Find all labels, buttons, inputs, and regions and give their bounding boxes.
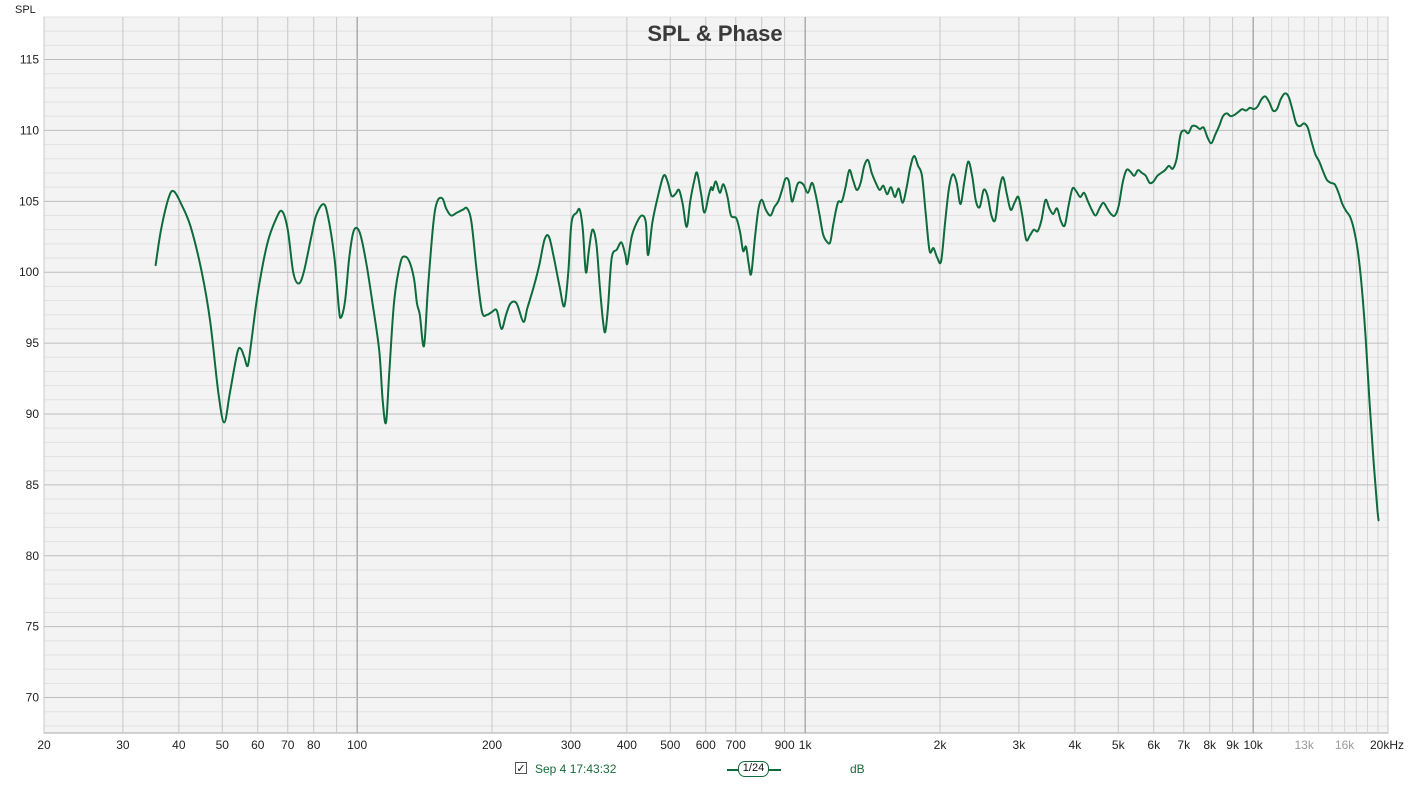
x-tick-label: 40 xyxy=(172,738,186,752)
x-tick-label: 80 xyxy=(307,738,321,752)
y-tick-label: 100 xyxy=(19,265,39,279)
x-tick-label: 13k xyxy=(1295,738,1315,752)
grid-lines xyxy=(43,16,1389,733)
x-tick-label: 700 xyxy=(726,738,746,752)
x-tick-label: 70 xyxy=(281,738,295,752)
y-tick-label: 85 xyxy=(26,478,40,492)
y-tick-label: 115 xyxy=(20,53,39,67)
spl-curve-group xyxy=(154,92,1380,522)
unit-label: dB xyxy=(850,762,865,776)
x-tick-label: 8k xyxy=(1203,738,1217,752)
x-tick-label: 200 xyxy=(482,738,502,752)
smoothing-label: 1/24 xyxy=(738,761,769,777)
legend-bar: ✓ Sep 4 17:43:32 1/24 dB xyxy=(0,760,1409,782)
spl-series-line xyxy=(154,92,1380,522)
y-tick-label: 80 xyxy=(26,549,40,563)
measurement-name[interactable]: Sep 4 17:43:32 xyxy=(535,762,617,776)
y-tick-label: 70 xyxy=(26,691,40,705)
x-tick-label: 7k xyxy=(1177,738,1191,752)
spl-chart: 20 30 40 50 60 70 80 100 200 300 400 500 600 700 900 1k… xyxy=(15,4,1404,752)
x-tick-label: 900 xyxy=(775,738,795,752)
y-tick-label: 90 xyxy=(26,407,40,421)
y-tick-label: 105 xyxy=(19,194,39,208)
x-tick-label: 100 xyxy=(347,738,367,752)
smoothing-indicator[interactable]: 1/24 xyxy=(727,760,781,778)
chart-title: SPL & Phase xyxy=(647,21,782,46)
x-tick-label: 500 xyxy=(660,738,680,752)
y-axis-ticks: 70 75 80 85 90 95 100 105 110 115 xyxy=(19,53,39,705)
x-tick-label: 300 xyxy=(561,738,581,752)
x-tick-label: 20 xyxy=(37,738,51,752)
x-tick-label: 10k xyxy=(1243,738,1263,752)
x-tick-label: 60 xyxy=(251,738,265,752)
x-tick-label: 6k xyxy=(1147,738,1161,752)
x-tick-label: 50 xyxy=(216,738,230,752)
x-tick-label: 30 xyxy=(116,738,130,752)
y-tick-label: 75 xyxy=(26,620,40,634)
x-tick-label: 20kHz xyxy=(1370,738,1404,752)
plot-area xyxy=(43,16,1389,734)
x-tick-label: 9k xyxy=(1226,738,1240,752)
y-tick-label: 95 xyxy=(26,336,40,350)
x-tick-label: 16k xyxy=(1335,738,1355,752)
x-tick-label: 5k xyxy=(1112,738,1126,752)
x-axis-ticks: 20 30 40 50 60 70 80 100 200 300 400 500 600 700 900 1k… xyxy=(37,738,1404,752)
y-axis-label: SPL xyxy=(15,4,36,16)
measurement-checkbox[interactable]: ✓ xyxy=(515,762,527,775)
x-tick-label: 400 xyxy=(617,738,637,752)
x-tick-label: 3k xyxy=(1013,738,1027,752)
x-tick-label: 600 xyxy=(696,738,716,752)
x-tick-label: 1k xyxy=(799,738,813,752)
x-tick-label: 2k xyxy=(934,738,948,752)
y-tick-label: 110 xyxy=(20,123,39,137)
x-tick-label: 4k xyxy=(1069,738,1083,752)
